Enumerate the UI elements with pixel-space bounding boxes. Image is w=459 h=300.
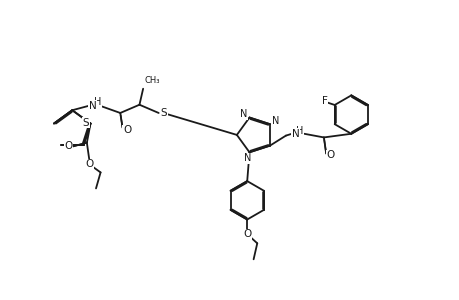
Text: N: N <box>243 153 250 163</box>
Text: O: O <box>64 141 73 152</box>
Text: O: O <box>123 125 131 135</box>
Text: O: O <box>326 150 334 160</box>
Text: O: O <box>85 159 93 169</box>
Text: N: N <box>272 116 279 126</box>
Text: N: N <box>291 129 299 139</box>
Text: S: S <box>83 118 89 128</box>
Text: H: H <box>296 126 303 136</box>
Text: N: N <box>89 100 96 111</box>
Text: F: F <box>321 96 327 106</box>
Text: S: S <box>161 108 167 118</box>
Text: O: O <box>242 229 251 239</box>
Text: CH₃: CH₃ <box>145 76 160 85</box>
Text: H: H <box>94 98 101 107</box>
Text: N: N <box>239 109 246 119</box>
